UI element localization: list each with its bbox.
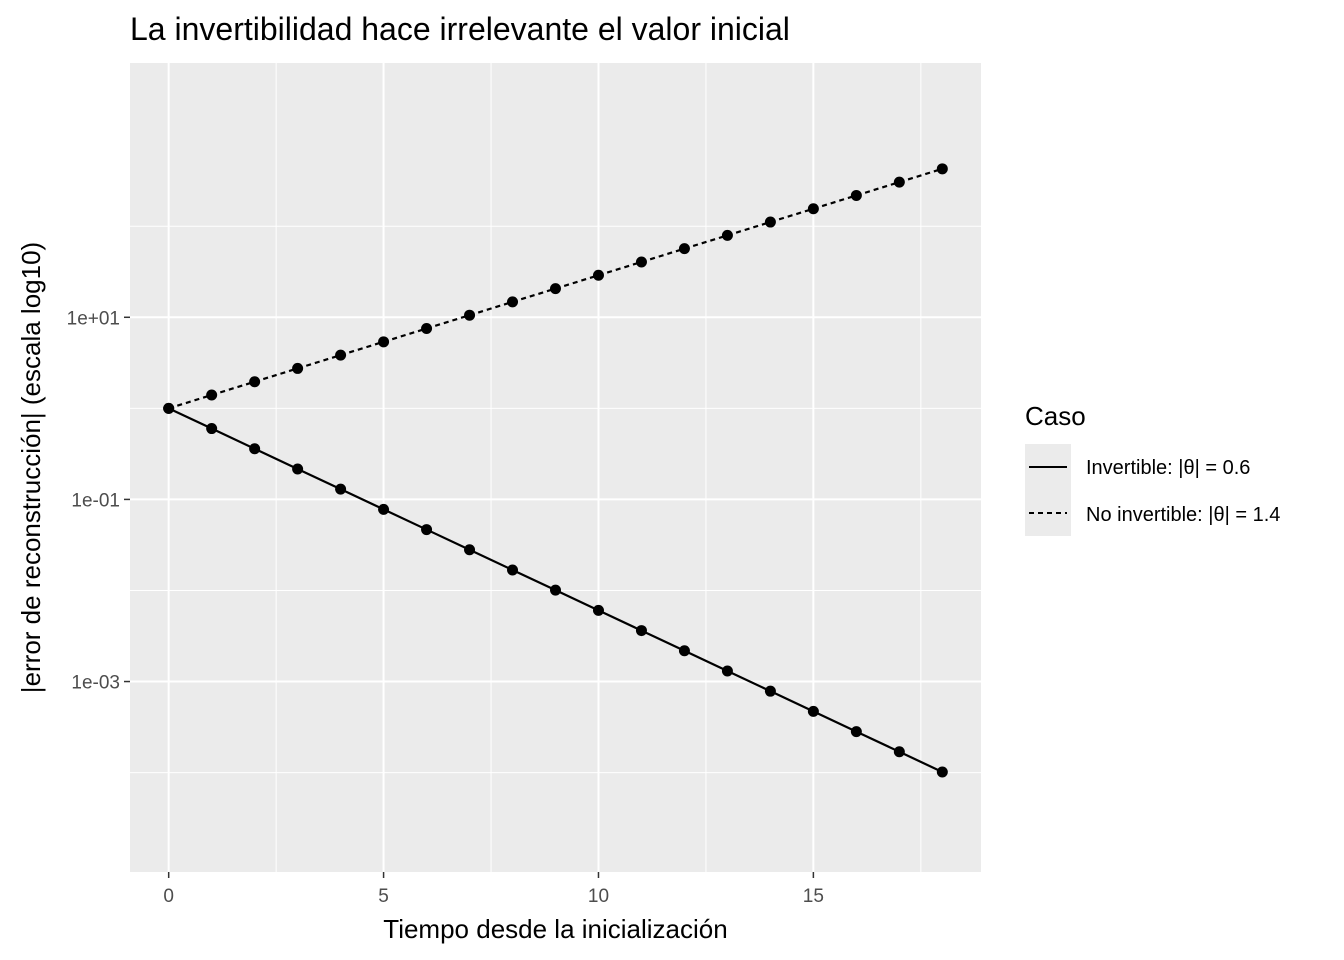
major-gridlines xyxy=(130,63,981,872)
x-tick-label-3: 15 xyxy=(803,886,824,907)
x-tick-label-2: 10 xyxy=(588,886,609,907)
series-0-point-5 xyxy=(378,503,390,515)
series-1-point-16 xyxy=(850,189,862,201)
series-0-point-15 xyxy=(807,705,819,717)
series-0-point-10 xyxy=(592,604,604,616)
series-1-point-6 xyxy=(421,323,433,335)
series-1-point-10 xyxy=(592,269,604,281)
y-axis: 1e-03 1e-01 1e+01 xyxy=(67,308,130,694)
series-0-point-6 xyxy=(421,524,433,536)
series-0-point-1 xyxy=(206,423,218,435)
x-axis-title: Tiempo desde la inicialización xyxy=(383,914,727,944)
series-1-point-17 xyxy=(893,176,905,188)
series-1-point-8 xyxy=(507,296,519,308)
series-points xyxy=(163,163,948,778)
series-1-point-3 xyxy=(292,362,304,374)
series-1-point-18 xyxy=(936,163,948,175)
series-0-point-4 xyxy=(335,483,347,495)
series-0-point-3 xyxy=(292,463,304,475)
chart-title: La invertibilidad hace irrelevante el va… xyxy=(130,11,790,47)
series-1-point-0 xyxy=(163,402,175,414)
x-tick-label-0: 0 xyxy=(163,886,174,907)
series-1-point-12 xyxy=(678,243,690,255)
legend-label-no-invertible: No invertible: |θ| = 1.4 xyxy=(1086,504,1280,526)
series-0-point-16 xyxy=(850,726,862,738)
legend-title: Caso xyxy=(1025,401,1086,431)
series-1-point-13 xyxy=(721,229,733,241)
y-tick-label-1: 1e-01 xyxy=(71,490,120,511)
x-axis: 0 5 10 15 xyxy=(163,872,824,907)
series-1-point-1 xyxy=(206,389,218,401)
legend: Caso Invertible: |θ| = 0.6 No invertible… xyxy=(1025,401,1280,536)
series-0-point-11 xyxy=(635,625,647,637)
series-0-point-14 xyxy=(764,685,776,697)
series-1-point-2 xyxy=(249,376,261,388)
series-1-point-9 xyxy=(550,283,561,295)
series-1-point-14 xyxy=(764,216,776,228)
series-1-point-5 xyxy=(378,336,390,348)
series-0-point-9 xyxy=(550,584,561,596)
series-0-point-13 xyxy=(721,665,733,677)
x-tick-label-1: 5 xyxy=(378,886,389,907)
legend-key-background xyxy=(1025,444,1071,536)
series-0-point-17 xyxy=(893,746,905,758)
y-tick-label-2: 1e+01 xyxy=(67,308,120,329)
series-1-point-4 xyxy=(335,349,347,361)
series-1-point-7 xyxy=(464,309,476,321)
legend-label-invertible: Invertible: |θ| = 0.6 xyxy=(1086,457,1250,479)
series-0-point-7 xyxy=(464,544,476,556)
series-1-point-11 xyxy=(635,256,647,268)
y-tick-label-0: 1e-03 xyxy=(71,673,120,694)
series-0-point-18 xyxy=(936,766,948,778)
plot-panel xyxy=(130,63,981,872)
y-axis-title: |error de reconstrucción| (escala log10) xyxy=(16,242,46,693)
series-0-point-12 xyxy=(678,645,690,657)
series-0-point-8 xyxy=(507,564,519,576)
series-1-point-15 xyxy=(807,203,819,215)
series-0-point-2 xyxy=(249,443,261,455)
